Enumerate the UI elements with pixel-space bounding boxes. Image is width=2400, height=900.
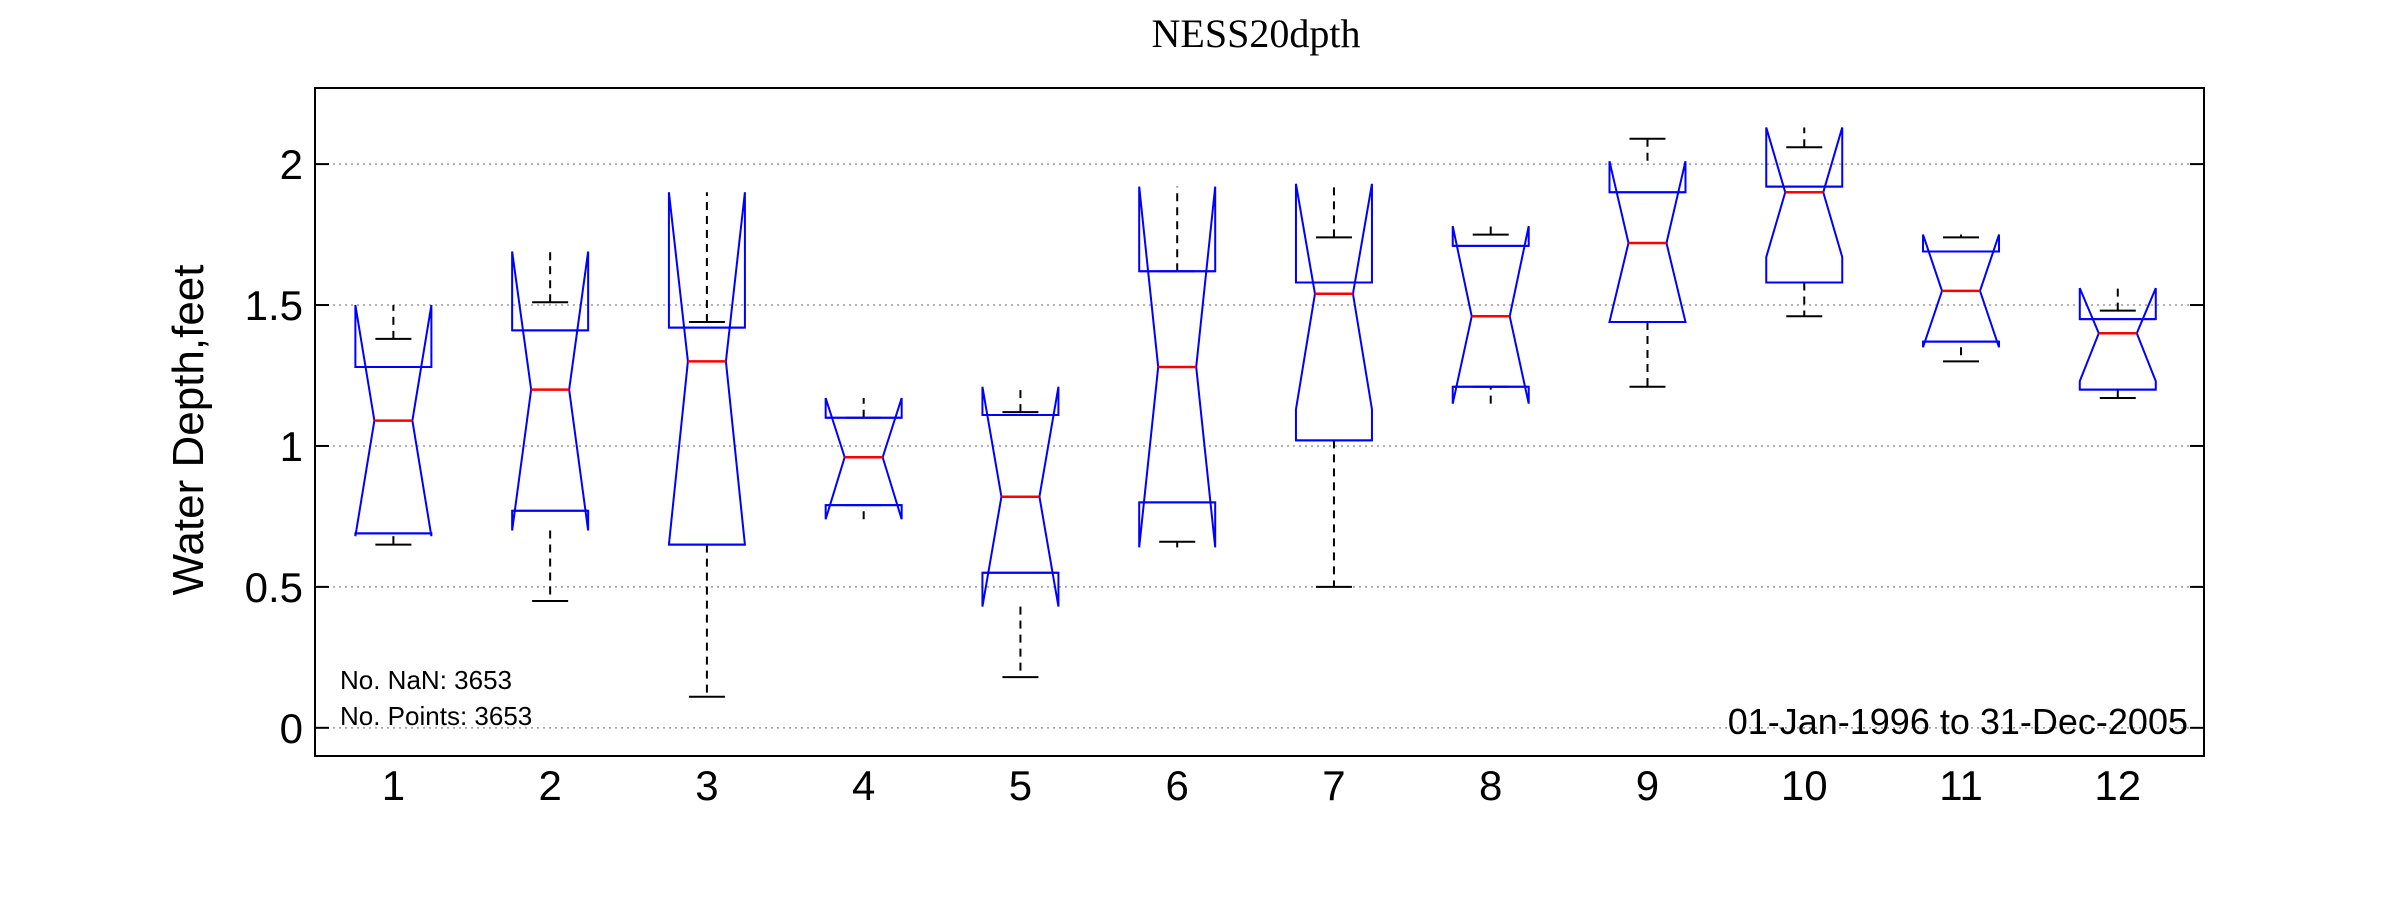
- point-count-note: No. Points: 3653: [340, 701, 532, 731]
- x-tick-label: 1: [382, 762, 405, 809]
- month-box-3: [667, 192, 747, 698]
- box-series: [354, 127, 2157, 698]
- y-axis-label: Water Depth,feet: [164, 265, 213, 596]
- x-tick-label: 6: [1166, 762, 1189, 809]
- month-box-7: [1294, 183, 1373, 588]
- x-tick-label: 10: [1781, 762, 1828, 809]
- x-tick-label: 2: [538, 762, 561, 809]
- x-tick-label: 4: [852, 762, 875, 809]
- month-box-2: [511, 251, 590, 602]
- month-box-4: [824, 397, 903, 520]
- month-box-10: [1765, 127, 1844, 318]
- y-tick-label: 1.5: [245, 282, 303, 329]
- plot-frame: [314, 87, 2205, 757]
- x-tick-label: 9: [1636, 762, 1659, 809]
- y-tick-label: 1: [280, 423, 303, 470]
- x-tick-label: 5: [1009, 762, 1032, 809]
- x-tick-label: 8: [1479, 762, 1502, 809]
- month-box-5: [981, 386, 1060, 679]
- date-range-note: 01-Jan-1996 to 31-Dec-2005: [1728, 701, 2188, 742]
- x-tick-label: 7: [1322, 762, 1345, 809]
- month-box-12: [2078, 287, 2157, 400]
- x-tick-label: 12: [2094, 762, 2141, 809]
- x-tick-label: 3: [695, 762, 718, 809]
- month-box-9: [1608, 137, 1687, 388]
- month-box-1: [354, 304, 433, 546]
- y-tick-label: 0.5: [245, 564, 303, 611]
- month-box-11: [1922, 234, 2001, 363]
- axis-ticks: 00.511.521 2 3 4 5 6 7 8 9 10 11 12: [245, 141, 2204, 809]
- y-tick-label: 0: [280, 705, 303, 752]
- month-box-8: [1451, 225, 1530, 404]
- nan-count-note: No. NaN: 3653: [340, 665, 512, 695]
- month-box-6: [1138, 186, 1217, 548]
- y-tick-label: 2: [280, 141, 303, 188]
- x-tick-label: 11: [1939, 762, 1983, 809]
- chart-title: NESS20dpth: [1152, 11, 1361, 56]
